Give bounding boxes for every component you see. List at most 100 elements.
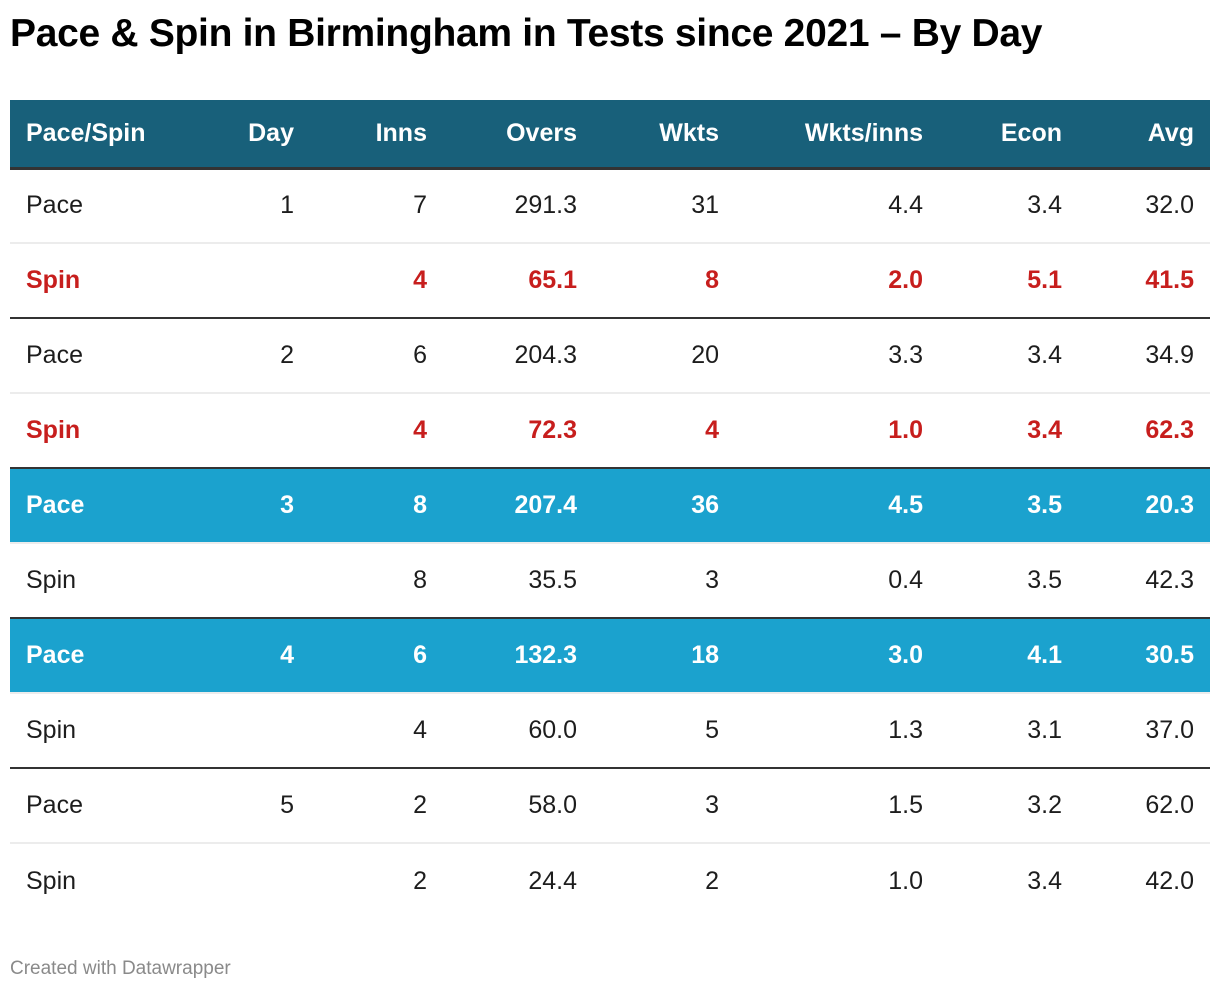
cell-wkts: 18	[593, 618, 735, 694]
cell-overs: 58.0	[443, 768, 593, 844]
cell-type: Spin	[10, 243, 200, 319]
cell-type: Pace	[10, 468, 200, 544]
cell-overs: 132.3	[443, 618, 593, 694]
cell-day	[200, 243, 310, 319]
cell-wkts-per-inns: 4.4	[735, 168, 939, 244]
column-header-wkts[interactable]: Wkts	[593, 100, 735, 170]
cell-overs: 60.0	[443, 693, 593, 769]
cell-avg: 62.3	[1078, 393, 1210, 469]
cell-econ: 5.1	[939, 243, 1078, 319]
cell-day	[200, 543, 310, 619]
cell-wkts-per-inns: 0.4	[735, 543, 939, 619]
cell-wkts: 4	[593, 393, 735, 469]
column-header-econ[interactable]: Econ	[939, 100, 1078, 170]
cell-wkts: 31	[593, 168, 735, 244]
datawrapper-credit: Created with Datawrapper	[10, 958, 231, 979]
cell-inns: 2	[413, 866, 427, 895]
cell-overs: 207.4	[443, 468, 593, 544]
column-header-avg[interactable]: Avg	[1078, 100, 1210, 170]
cell-day: 3	[200, 468, 310, 544]
table-row: Pace 2 6 204.3 20 3.3 3.4 34.9	[10, 318, 1210, 394]
cell-wkts-per-inns: 1.3	[735, 693, 939, 769]
cell-wkts: 8	[593, 243, 735, 319]
cell-econ: 3.4	[939, 168, 1078, 244]
cell-overs: 35.5	[443, 543, 593, 619]
cell-overs: 204.3	[443, 318, 593, 394]
cell-inns: 4	[310, 243, 443, 319]
cell-type: Pace	[10, 318, 200, 394]
table-body: Pace 1 7 291.3 31 4.4 3.4 32.0 Spin 4 65.1 8 2.0 5.1 4…	[10, 168, 1210, 918]
column-header-overs[interactable]: Overs	[443, 100, 593, 170]
cell-inns: 4	[310, 693, 443, 769]
cell-type: Spin	[10, 393, 200, 469]
cell-wkts: 3	[593, 543, 735, 619]
cell-wkts-per-inns: 1.5	[735, 768, 939, 844]
cell-avg: 20.3	[1078, 468, 1210, 544]
cell-wkts-per-inns: 2.0	[735, 243, 939, 319]
data-table: Pace/Spin Day Inns Overs Wkts Wkts/inns …	[10, 100, 1210, 918]
cell-avg: 42.3	[1078, 543, 1210, 619]
cell-wkts-per-inns: 4.5	[735, 468, 939, 544]
cell-econ: 3.4	[939, 393, 1078, 469]
cell-day	[200, 693, 310, 769]
cell-econ: 3.4	[939, 318, 1078, 394]
cell-wkts-per-inns: 1.0	[888, 866, 923, 895]
table-row: Pace 5 2 58.0 3 1.5 3.2 62.0	[10, 768, 1210, 844]
cell-day: 4	[200, 618, 310, 694]
table-row: Spin 2 24.4 2 1.0 3.4 42.0	[10, 843, 1210, 918]
cell-inns: 6	[310, 618, 443, 694]
table-header-row: Pace/Spin Day Inns Overs Wkts Wkts/inns …	[10, 100, 1210, 170]
cell-avg: 30.5	[1078, 618, 1210, 694]
cell-type: Spin	[26, 866, 77, 895]
cell-inns: 4	[310, 393, 443, 469]
cell-type: Pace	[10, 768, 200, 844]
cell-avg: 42.0	[1145, 866, 1194, 895]
cell-type: Pace	[10, 618, 200, 694]
cell-day: 2	[200, 318, 310, 394]
column-header-day[interactable]: Day	[200, 100, 310, 170]
cell-type: Spin	[10, 693, 200, 769]
cell-avg: 37.0	[1078, 693, 1210, 769]
cell-day	[200, 393, 310, 469]
table-row: Spin 4 72.3 4 1.0 3.4 62.3	[10, 393, 1210, 469]
cell-econ: 3.5	[939, 468, 1078, 544]
cell-overs: 72.3	[443, 393, 593, 469]
cell-inns: 8	[310, 468, 443, 544]
column-header-inns[interactable]: Inns	[310, 100, 443, 170]
cell-type: Spin	[10, 543, 200, 619]
cell-avg: 41.5	[1078, 243, 1210, 319]
cell-avg: 62.0	[1078, 768, 1210, 844]
table-row: Pace 1 7 291.3 31 4.4 3.4 32.0	[10, 168, 1210, 244]
cell-overs: 65.1	[443, 243, 593, 319]
column-header-pace-spin[interactable]: Pace/Spin	[10, 100, 200, 170]
cell-wkts: 2	[705, 866, 719, 895]
cell-inns: 7	[310, 168, 443, 244]
cell-econ: 3.1	[939, 693, 1078, 769]
cell-wkts: 36	[593, 468, 735, 544]
cell-econ: 4.1	[939, 618, 1078, 694]
cell-wkts: 20	[593, 318, 735, 394]
table-row: Pace 4 6 132.3 18 3.0 4.1 30.5	[10, 618, 1210, 694]
cell-day: 5	[200, 768, 310, 844]
cell-econ: 3.5	[939, 543, 1078, 619]
table-row: Spin 4 65.1 8 2.0 5.1 41.5	[10, 243, 1210, 319]
cell-overs: 291.3	[443, 168, 593, 244]
cell-wkts-per-inns: 1.0	[735, 393, 939, 469]
table-row: Spin 4 60.0 5 1.3 3.1 37.0	[10, 693, 1210, 769]
cell-wkts: 5	[593, 693, 735, 769]
cell-avg: 34.9	[1078, 318, 1210, 394]
column-header-wkts-per-inns[interactable]: Wkts/inns	[735, 100, 939, 170]
cell-overs: 24.4	[528, 866, 577, 895]
cell-wkts-per-inns: 3.0	[735, 618, 939, 694]
cell-inns: 6	[310, 318, 443, 394]
cell-inns: 2	[310, 768, 443, 844]
table-row: Spin 8 35.5 3 0.4 3.5 42.3	[10, 543, 1210, 619]
cell-type: Pace	[10, 168, 200, 244]
cell-wkts: 3	[593, 768, 735, 844]
cell-avg: 32.0	[1078, 168, 1210, 244]
cell-wkts-per-inns: 3.3	[735, 318, 939, 394]
cell-econ: 3.2	[939, 768, 1078, 844]
table-row: Pace 3 8 207.4 36 4.5 3.5 20.3	[10, 468, 1210, 544]
chart-title: Pace & Spin in Birmingham in Tests since…	[10, 12, 1043, 55]
cell-inns: 8	[310, 543, 443, 619]
